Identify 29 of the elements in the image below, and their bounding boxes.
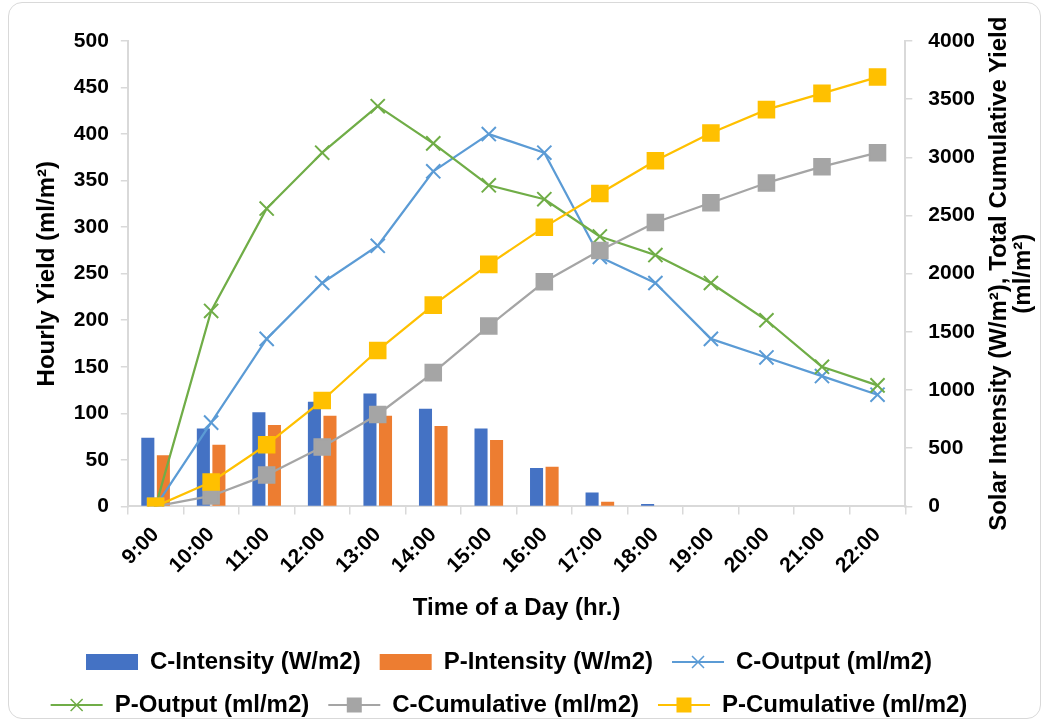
y2-tick-label: 2000 xyxy=(928,260,975,284)
y-tick-label: 200 xyxy=(73,307,109,331)
y-tick-label: 150 xyxy=(73,353,109,377)
legend-label: P-Cumulative (ml/m2) xyxy=(721,689,968,717)
y2-tick-label: 500 xyxy=(928,435,964,459)
y-tick-label: 450 xyxy=(73,74,109,98)
y-tick-label: 250 xyxy=(73,260,109,284)
y-tick-label: 350 xyxy=(73,167,109,191)
y2-tick-label: 3000 xyxy=(928,144,975,168)
y2-tick-label: 1500 xyxy=(928,318,975,342)
y2-tick-label: 3500 xyxy=(928,85,975,109)
legend-label: P-Output (ml/m2) xyxy=(114,689,310,717)
y-tick-label: 50 xyxy=(85,446,109,470)
legend-label: C-Cumulative (ml/m2) xyxy=(392,689,639,717)
x-axis-title: Time of a Day (hr.) xyxy=(412,593,621,621)
y-tick-label: 100 xyxy=(73,400,109,424)
y-tick-label: 0 xyxy=(97,493,109,517)
legend-label: C-Intensity (W/m2) xyxy=(150,646,361,674)
y2-tick-label: 2500 xyxy=(928,202,975,226)
y-tick-label: 500 xyxy=(73,27,109,51)
legend-label: C-Output (ml/m2) xyxy=(736,646,932,674)
y2-axis-title: Solar Intensity (W/m²), Total Cumulative Yield (ml/m²) xyxy=(983,16,1035,531)
y-axis-title: Hourly Yield (ml/m²) xyxy=(32,161,60,387)
y-tick-label: 300 xyxy=(73,213,109,237)
y-tick-label: 400 xyxy=(73,120,109,144)
legend-label: P-Intensity (W/m2) xyxy=(443,646,654,674)
y2-tick-label: 0 xyxy=(928,493,940,517)
y2-tick-label: 1000 xyxy=(928,376,975,400)
y2-tick-label: 4000 xyxy=(928,27,975,51)
